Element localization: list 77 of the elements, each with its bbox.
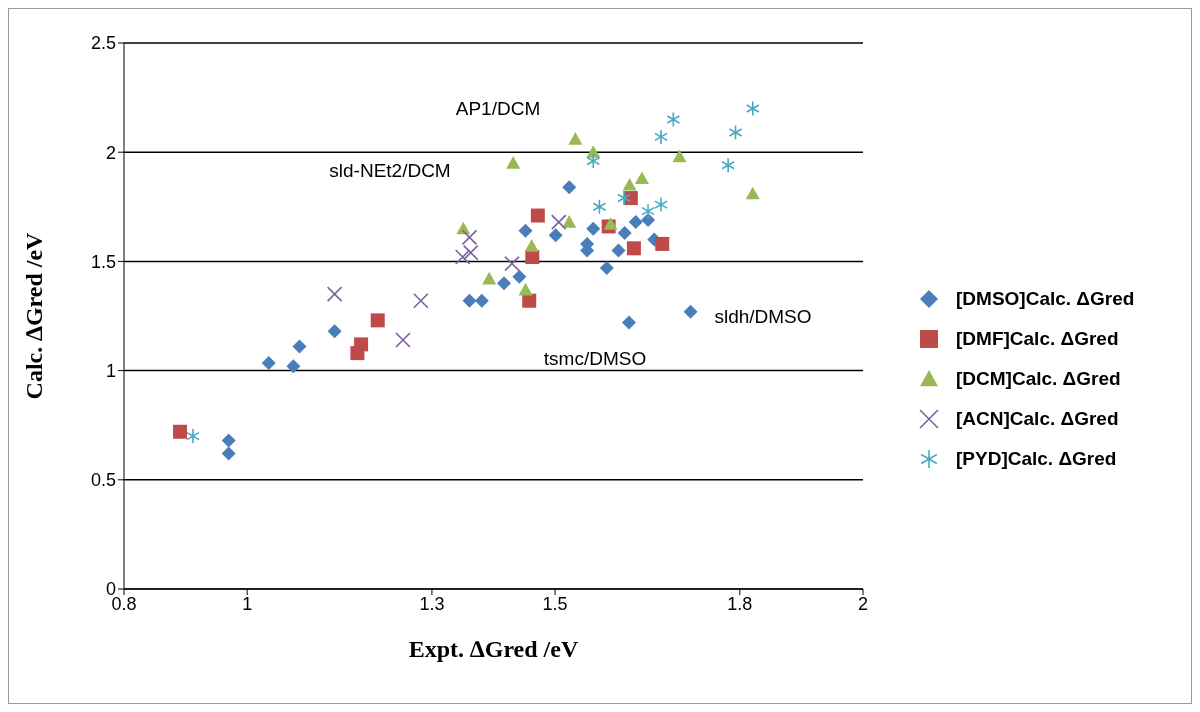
point xyxy=(562,215,577,228)
y-tick-label: 2.5 xyxy=(90,33,116,54)
point xyxy=(634,171,649,185)
point xyxy=(626,241,641,256)
point xyxy=(622,177,637,191)
point xyxy=(628,215,643,230)
y-tick-label: 2 xyxy=(105,142,116,163)
point xyxy=(617,226,632,241)
point xyxy=(482,271,497,285)
point xyxy=(413,292,429,309)
point xyxy=(292,339,307,354)
point xyxy=(641,203,655,219)
x-tick-label: 1.8 xyxy=(727,593,753,614)
point xyxy=(550,214,567,230)
point xyxy=(474,293,489,308)
point xyxy=(592,199,607,215)
point xyxy=(654,196,668,213)
point xyxy=(603,217,618,230)
point xyxy=(672,149,687,163)
point xyxy=(261,355,276,370)
point xyxy=(654,129,668,145)
legend-label: [DMF]Calc. ΔGred xyxy=(956,328,1119,350)
point xyxy=(562,180,577,195)
point xyxy=(683,304,698,319)
point xyxy=(354,337,369,352)
legend-label: [ACN]Calc. ΔGred xyxy=(956,408,1119,430)
point xyxy=(568,132,583,145)
point xyxy=(586,221,601,236)
point xyxy=(504,255,520,272)
point xyxy=(221,446,236,461)
point xyxy=(454,249,471,265)
y-tick-label: 1 xyxy=(105,360,116,381)
point xyxy=(327,324,342,339)
legend-label: [DCM]Calc. ΔGred xyxy=(956,368,1121,390)
point xyxy=(462,293,477,308)
point xyxy=(728,124,743,141)
point xyxy=(745,186,760,200)
point xyxy=(173,424,188,439)
point xyxy=(666,111,681,128)
y-tick-label: 1.5 xyxy=(90,251,116,272)
x-tick-label: 2 xyxy=(857,593,869,614)
point xyxy=(395,332,411,348)
point xyxy=(721,157,736,174)
point xyxy=(518,282,533,296)
point xyxy=(512,269,527,284)
y-axis-title: Calc. ∆Gred /eV xyxy=(20,231,47,400)
point xyxy=(326,286,343,302)
point xyxy=(530,208,545,223)
point xyxy=(655,236,670,251)
point xyxy=(221,433,236,448)
point xyxy=(496,276,511,291)
point xyxy=(599,260,614,275)
x-tick-label: 1.5 xyxy=(542,593,568,614)
point xyxy=(522,293,537,308)
point xyxy=(186,428,200,444)
point xyxy=(286,359,301,374)
annotation: AP1/DCM xyxy=(455,98,541,120)
legend-label: [DMSO]Calc. ΔGred xyxy=(956,288,1135,310)
point xyxy=(611,243,626,258)
x-tick-label: 1.3 xyxy=(419,593,445,614)
point xyxy=(548,228,563,243)
point xyxy=(586,153,601,169)
legend-label: [PYD]Calc. ΔGred xyxy=(956,448,1117,470)
point xyxy=(641,212,656,227)
annotation: sldh/DMSO xyxy=(714,306,812,328)
annotation: tsmc/DMSO xyxy=(543,348,647,370)
point xyxy=(745,100,760,117)
y-tick-label: 0.5 xyxy=(90,470,116,491)
point xyxy=(370,313,385,328)
point xyxy=(524,239,539,252)
point xyxy=(506,156,521,169)
point xyxy=(518,223,533,238)
x-tick-label: 1 xyxy=(242,593,253,614)
point xyxy=(617,190,631,206)
point xyxy=(621,315,636,330)
annotation: sld-NEt2/DCM xyxy=(329,160,451,182)
x-axis-title: Expt. ∆Gred /eV xyxy=(408,636,579,662)
